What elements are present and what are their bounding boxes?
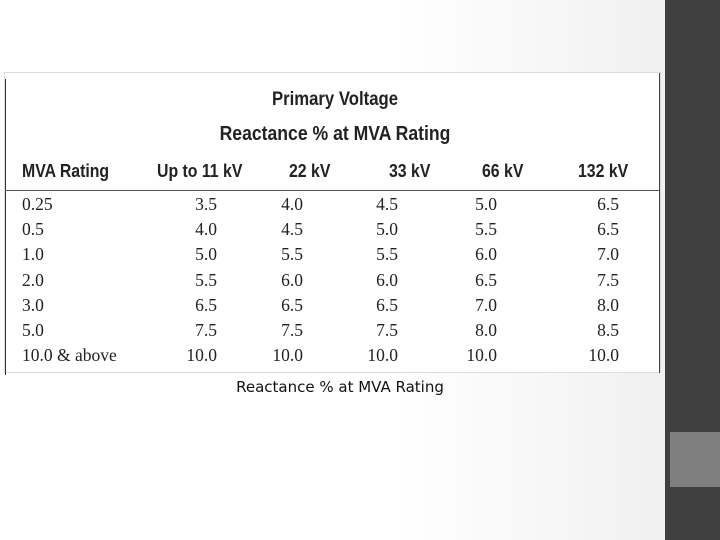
cell-132kv: 8.0: [597, 294, 619, 315]
cell-up-to-11kv: 7.5: [195, 320, 217, 340]
table-row: 10.0 & above 10.0 10.0 10.0 10.0 10.0: [5, 345, 659, 370]
cell-22kv: 4.0: [281, 194, 303, 214]
table-row: 5.0 7.5 7.5 7.5 8.0 8.5: [5, 320, 659, 345]
cell-22kv: 10.0: [272, 345, 303, 366]
cell-66kv: 8.0: [475, 320, 497, 340]
table-heading-primary-voltage: Primary Voltage: [271, 89, 399, 110]
cell-132kv: 6.5: [597, 219, 619, 240]
cell-33kv: 6.0: [376, 269, 398, 290]
table-row: 2.0 5.5 6.0 6.0 6.5 7.5: [5, 270, 659, 295]
header-divider: [5, 190, 659, 191]
column-header-66kv: 66 kV: [482, 161, 524, 181]
column-header-132kv: 132 kV: [578, 161, 629, 181]
column-header-33kv: 33 kV: [389, 161, 431, 181]
cell-132kv: 7.5: [597, 269, 619, 290]
cell-up-to-11kv: 5.5: [195, 269, 217, 290]
cell-132kv: 7.0: [597, 244, 619, 265]
cell-33kv: 6.5: [376, 294, 398, 315]
cell-66kv: 5.5: [475, 219, 497, 240]
cell-22kv: 6.0: [281, 269, 303, 290]
figure-caption: Reactance % at MVA Rating: [236, 378, 444, 396]
table-row: 1.0 5.0 5.5 5.5 6.0 7.0: [5, 244, 659, 269]
cell-mva-rating: 0.25: [22, 194, 53, 214]
column-header-up-to-11kv: Up to 11 kV: [157, 161, 243, 181]
cell-33kv: 5.0: [376, 219, 398, 240]
table-left-border: [5, 79, 6, 375]
cell-up-to-11kv: 10.0: [186, 345, 217, 366]
column-header-22kv: 22 kV: [289, 161, 331, 181]
column-header-mva-rating: MVA Rating: [22, 161, 110, 181]
cell-mva-rating: 0.5: [22, 219, 44, 240]
cell-up-to-11kv: 4.0: [195, 219, 217, 240]
cell-22kv: 6.5: [281, 294, 303, 315]
cell-33kv: 5.5: [376, 244, 398, 265]
table-row: 0.5 4.0 4.5 5.0 5.5 6.5: [5, 219, 659, 244]
cell-66kv: 6.5: [475, 269, 497, 290]
cell-66kv: 5.0: [475, 194, 497, 214]
cell-mva-rating: 1.0: [22, 244, 44, 265]
cell-33kv: 4.5: [376, 194, 398, 214]
cell-132kv: 8.5: [597, 320, 619, 340]
cell-132kv: 6.5: [597, 194, 619, 214]
sidebar-accent-block: [670, 432, 720, 487]
cell-mva-rating: 2.0: [22, 269, 44, 290]
table-row: 3.0 6.5 6.5 6.5 7.0 8.0: [5, 295, 659, 320]
cell-up-to-11kv: 3.5: [195, 194, 217, 214]
cell-33kv: 10.0: [367, 345, 398, 366]
cell-66kv: 10.0: [466, 345, 497, 366]
cell-mva-rating: 10.0 & above: [22, 345, 117, 366]
cell-22kv: 4.5: [281, 219, 303, 240]
cell-up-to-11kv: 6.5: [195, 294, 217, 315]
cell-22kv: 7.5: [281, 320, 303, 340]
table-row: 0.25 3.5 4.0 4.5 5.0 6.5: [5, 194, 659, 219]
cell-33kv: 7.5: [376, 320, 398, 340]
table-right-border: [659, 73, 660, 373]
cell-66kv: 6.0: [475, 244, 497, 265]
cell-mva-rating: 5.0: [22, 320, 44, 340]
cell-mva-rating: 3.0: [22, 294, 44, 315]
cell-up-to-11kv: 5.0: [195, 244, 217, 265]
cell-22kv: 5.5: [281, 244, 303, 265]
reactance-table-figure: Primary Voltage Reactance % at MVA Ratin…: [4, 72, 661, 375]
cell-132kv: 10.0: [588, 345, 619, 366]
table-header-row: MVA Rating Up to 11 kV 22 kV 33 kV 66 kV…: [5, 161, 659, 185]
cell-66kv: 7.0: [475, 294, 497, 315]
table-heading-reactance: Reactance % at MVA Rating: [219, 123, 451, 145]
